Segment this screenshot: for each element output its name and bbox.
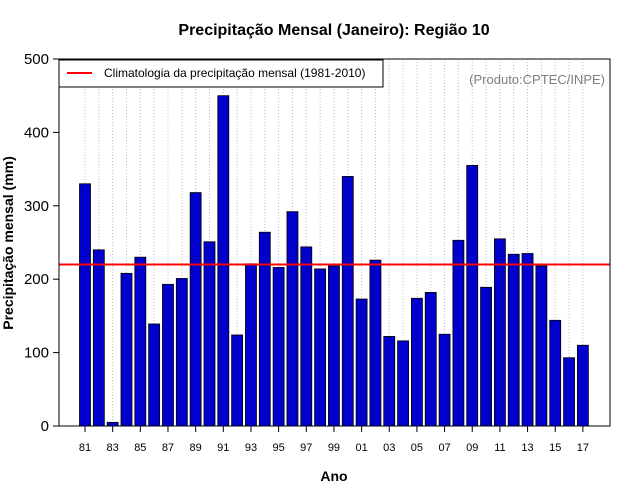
y-tick-label: 0 — [41, 418, 49, 435]
bar-95 — [272, 267, 285, 427]
bar-07 — [438, 333, 451, 427]
x-tick-label: 83 — [107, 442, 119, 454]
x-tick-label: 11 — [494, 442, 505, 454]
plot-frame — [58, 58, 611, 427]
bar-83 — [106, 421, 119, 427]
bar-01 — [355, 298, 368, 427]
x-tick-label: 89 — [190, 442, 202, 454]
chart-title: Precipitação Mensal (Janeiro): Região 10 — [178, 22, 489, 39]
bar-98 — [314, 268, 327, 427]
bar-15 — [549, 319, 562, 427]
bar-93 — [245, 263, 257, 427]
x-tick-label: 97 — [300, 442, 312, 454]
x-tick-label: 13 — [521, 442, 533, 454]
bar-96 — [286, 211, 299, 427]
bar-04 — [397, 340, 409, 427]
y-axis-label: Precipitação mensal (mm) — [0, 156, 16, 330]
bar-14 — [535, 265, 548, 427]
bar-90 — [203, 241, 216, 427]
bar-92 — [231, 334, 244, 427]
bar-13 — [521, 253, 534, 427]
axes: 0 100 200 300 400 500 81 83 85 87 89 91 93 95 97 99 01 03… — [24, 51, 589, 454]
bar-06 — [424, 292, 437, 427]
x-tick-label: 03 — [383, 442, 395, 454]
bar-08 — [452, 239, 465, 427]
y-tick-label: 100 — [24, 345, 49, 362]
bar-88 — [175, 278, 188, 427]
bars — [79, 95, 589, 427]
x-tick-label: 93 — [245, 442, 257, 454]
bar-11 — [493, 238, 506, 427]
bar-99 — [328, 265, 340, 427]
bar-09 — [466, 165, 479, 427]
y-tick-label: 400 — [24, 124, 49, 141]
bar-17 — [576, 344, 589, 427]
x-tick-label: 95 — [272, 442, 284, 454]
bar-82 — [92, 249, 105, 427]
bar-05 — [411, 297, 423, 427]
bar-12 — [507, 253, 520, 427]
bar-87 — [162, 283, 174, 427]
bar-97 — [300, 246, 313, 427]
bar-94 — [258, 231, 271, 427]
x-tick-label: 17 — [577, 442, 589, 454]
bar-16 — [563, 357, 575, 427]
bar-00 — [341, 176, 354, 427]
x-tick-label: 81 — [79, 442, 91, 454]
x-tick-label: 87 — [162, 442, 174, 454]
x-tick-label: 07 — [438, 442, 450, 454]
bar-81 — [79, 183, 91, 427]
bar-89 — [189, 192, 202, 427]
x-tick-label: 05 — [411, 442, 423, 454]
x-tick-label: 99 — [328, 442, 340, 454]
x-tick-label: 15 — [549, 442, 561, 454]
bar-84 — [120, 272, 133, 427]
x-tick-label: 85 — [134, 442, 146, 454]
bar-03 — [383, 336, 396, 427]
bar-85 — [134, 256, 147, 427]
credit-text: (Produto:CPTEC/INPE) — [469, 72, 605, 87]
bar-10 — [480, 286, 492, 427]
legend-box — [58, 59, 384, 88]
y-tick-label: 500 — [24, 51, 49, 68]
y-tick-label: 200 — [24, 271, 49, 288]
x-tick-label: 01 — [355, 442, 367, 454]
bar-86 — [148, 323, 161, 427]
x-tick-label: 91 — [217, 442, 229, 454]
legend: Climatologia da precipitação mensal (198… — [58, 59, 384, 88]
x-tick-label: 09 — [466, 442, 478, 454]
y-tick-label: 300 — [24, 198, 49, 215]
legend-label: Climatologia da precipitação mensal (198… — [104, 66, 365, 80]
x-axis-label: Ano — [320, 468, 347, 484]
bar-02 — [369, 259, 382, 427]
bar-91 — [217, 95, 230, 427]
